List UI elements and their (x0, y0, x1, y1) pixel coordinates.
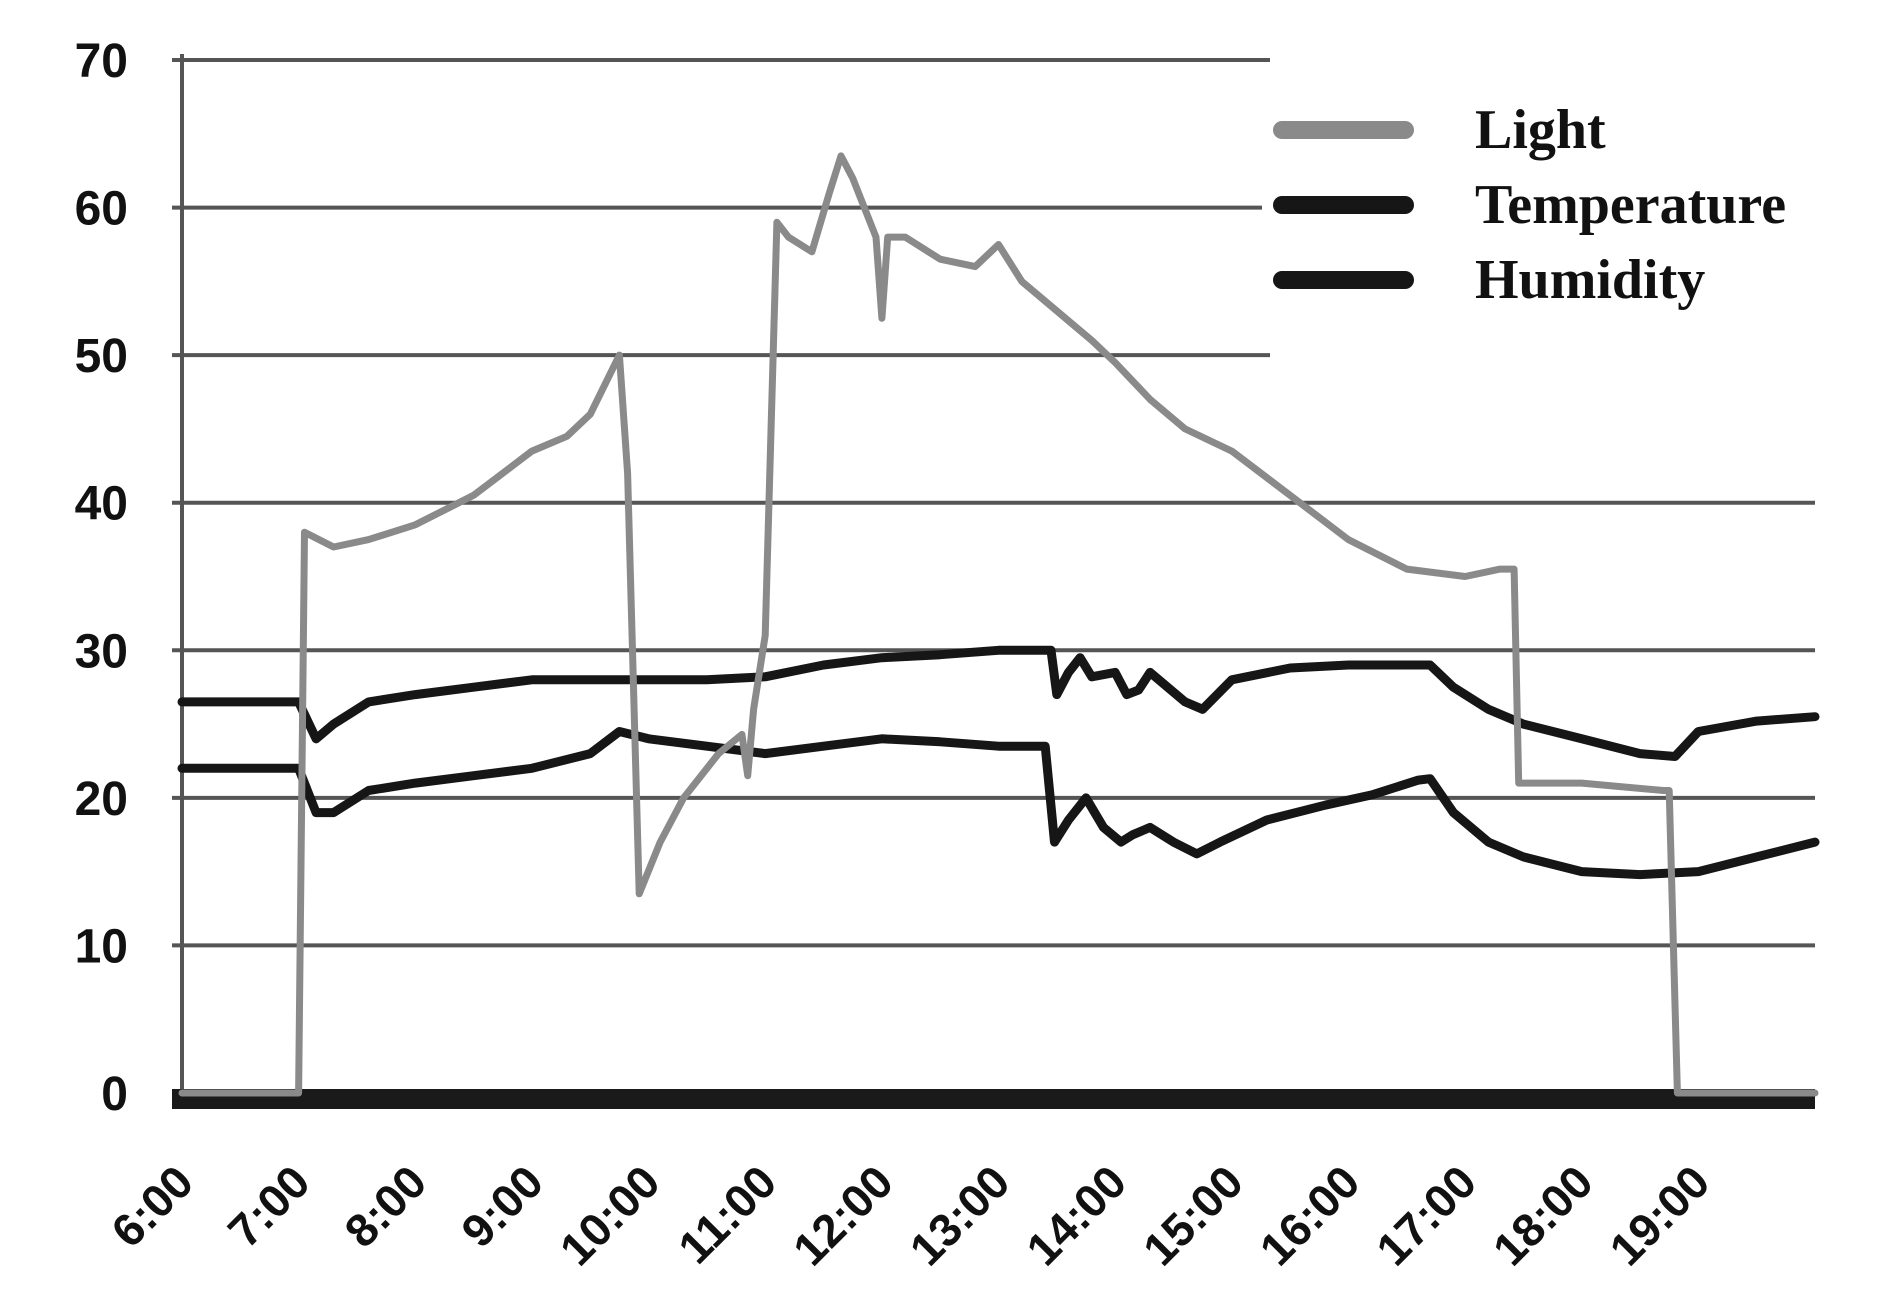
legend-label-humidity: Humidity (1475, 249, 1705, 311)
series-line-temperature (177, 645, 1820, 761)
x-tick-label: 10:00 (550, 1155, 670, 1275)
x-tick-label: 19:00 (1599, 1155, 1719, 1275)
x-tick-label: 18:00 (1483, 1155, 1603, 1275)
y-tick-label: 40 (75, 478, 128, 531)
legend-label-light: Light (1475, 99, 1606, 161)
legend-background (1262, 70, 1427, 290)
gridlines (172, 54, 1815, 1109)
x-tick-label: 7:00 (218, 1155, 320, 1257)
x-tick-label: 15:00 (1133, 1155, 1253, 1275)
x-tick-label: 16:00 (1250, 1155, 1370, 1275)
x-tick-label: 9:00 (451, 1155, 553, 1257)
series-line-humidity (177, 727, 1820, 880)
series-lines (177, 152, 1820, 1097)
x-tick-label: 12:00 (783, 1155, 903, 1275)
y-tick-label: 70 (75, 35, 128, 88)
y-tick-label: 10 (75, 920, 128, 973)
x-tick-label: 17:00 (1366, 1155, 1486, 1275)
y-tick-label: 0 (101, 1068, 128, 1121)
y-tick-label: 30 (75, 625, 128, 678)
x-tick-label: 6:00 (101, 1155, 203, 1257)
y-tick-label: 60 (75, 183, 128, 236)
y-tick-label: 20 (75, 773, 128, 826)
legend: Light Temperature Humidity (1262, 70, 1786, 311)
x-axis-ticks: 6:00 7:00 8:00 9:0010:0011:0012:0013:0014:0… (101, 1155, 1719, 1275)
series-line-light (178, 152, 1819, 1097)
x-tick-label: 13:00 (900, 1155, 1020, 1275)
legend-label-temperature: Temperature (1475, 174, 1786, 236)
x-tick-label: 11:00 (668, 1155, 786, 1273)
y-axis-ticks: 0 10 20 30 40 50 60 70 (75, 35, 128, 1121)
y-tick-label: 50 (75, 330, 128, 383)
x-tick-label: 8:00 (334, 1155, 436, 1257)
x-tick-label: 14:00 (1016, 1155, 1136, 1275)
